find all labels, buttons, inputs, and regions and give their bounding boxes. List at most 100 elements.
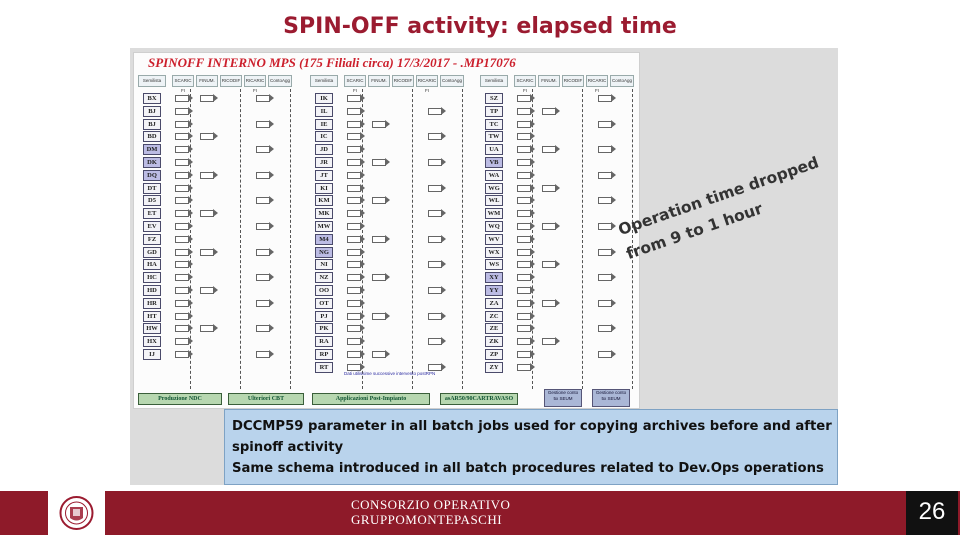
branch-code: IL [315,105,333,117]
arrow-icon [175,260,193,269]
branch-code: BJ [143,105,161,117]
arrow-icon [372,311,390,320]
arrow-icon [517,273,535,282]
branch-code: RA [315,336,333,348]
arrow-icon [347,209,365,218]
arrow-icon [175,119,193,128]
arrow-icon [347,260,365,269]
arrow-icon [598,119,616,128]
branch-code: DQ [143,169,161,181]
arrow-icon [428,337,446,346]
arrow-icon [347,106,365,115]
branch-code: RT [315,361,333,373]
arrow-icon [517,234,535,243]
branch-code: PK [315,323,333,335]
arrow-icon [175,145,193,154]
arrow-icon [175,94,193,102]
arrow-icon [517,119,535,128]
arrow-icon [347,362,365,371]
branch-code: WQ [485,221,503,232]
branch-code: ZC [485,310,503,322]
seal-icon [59,496,94,530]
branch-code: WL [485,195,503,207]
arrow-icon [517,260,535,269]
branch-code: MW [315,221,333,232]
arrow-icon [175,337,193,346]
arrow-icon [175,286,193,294]
arrow-icon [517,286,535,294]
arrow-icon [517,132,535,141]
branch-code: ZA [485,297,503,309]
column-header-col1-1: Semilista [138,75,166,87]
arrow-icon [372,273,390,282]
branch-code: NI [315,259,333,271]
arrow-icon [428,311,446,320]
page-number: 26 [906,491,958,535]
branch-code: PJ [315,310,333,322]
branch-code: JR [315,157,333,168]
branch-code: HT [143,310,161,322]
column-header-col2-6: ContoAgg [440,75,464,87]
branch-code: JT [315,169,333,181]
arrow-icon [175,311,193,320]
arrow-icon [598,145,616,154]
branch-code: WV [485,233,503,245]
branch-code: ET [143,208,161,220]
arrow-icon [598,170,616,179]
arrow-icon [347,183,365,192]
arrow-icon [347,247,365,256]
arrow-icon [175,247,193,256]
branch-code: BJ [143,118,161,130]
branch-code: TW [485,131,503,143]
arrow-icon [517,298,535,307]
arrow-icon [372,234,390,243]
branch-code: YY [485,285,503,296]
arrow-icon [256,119,274,128]
branch-code: HW [143,323,161,335]
branch-code: IE [315,118,333,130]
small-label-box-1: Gestione conto 5x SEUM [544,389,582,407]
branch-code: WM [485,208,503,220]
branch-code: NZ [315,272,333,284]
arrow-icon [256,94,274,102]
arrow-icon [200,170,218,179]
branch-code: IC [315,131,333,143]
branch-code: BD [143,131,161,143]
arrow-icon [256,324,274,333]
arrow-icon [347,94,365,102]
caption-box: DCCMP59 parameter in all batch jobs used… [224,409,838,485]
arrow-icon [175,106,193,115]
arrow-icon [347,119,365,128]
arrow-icon [517,324,535,333]
arrow-icon [372,196,390,205]
branch-code: WX [485,246,503,258]
arrow-icon [517,183,535,192]
arrow-icon [517,337,535,346]
arrow-icon [517,222,535,230]
branch-code: WG [485,182,503,194]
caption-line-1: DCCMP59 parameter in all batch jobs used… [232,419,832,434]
arrow-icon [428,362,446,371]
arrow-icon [347,324,365,333]
column-header-col1-5: RICARIC FI [244,75,266,93]
arrow-icon [175,170,193,179]
arrow-icon [347,311,365,320]
arrow-icon [517,350,535,358]
arrow-icon [428,234,446,243]
column-header-col1-4: RICODIF [220,75,242,87]
consortium-logo: CONSORZIO OPERATIVO GRUPPOMONTEPASCHI [351,497,510,527]
arrow-icon [347,158,365,166]
footer-bar [105,491,960,535]
arrow-icon [256,247,274,256]
arrow-icon [175,324,193,333]
caption-line-2: spinoff activity [232,440,344,455]
branch-code: HR [143,297,161,309]
arrow-icon [517,209,535,218]
dashed-separator [412,89,413,389]
branch-code: DM [143,144,161,156]
arrow-icon [542,183,560,192]
branch-code: OT [315,297,333,309]
arrow-icon [347,234,365,243]
arrow-icon [542,106,560,115]
column-header-col3-2: SCARIC FI [514,75,536,93]
